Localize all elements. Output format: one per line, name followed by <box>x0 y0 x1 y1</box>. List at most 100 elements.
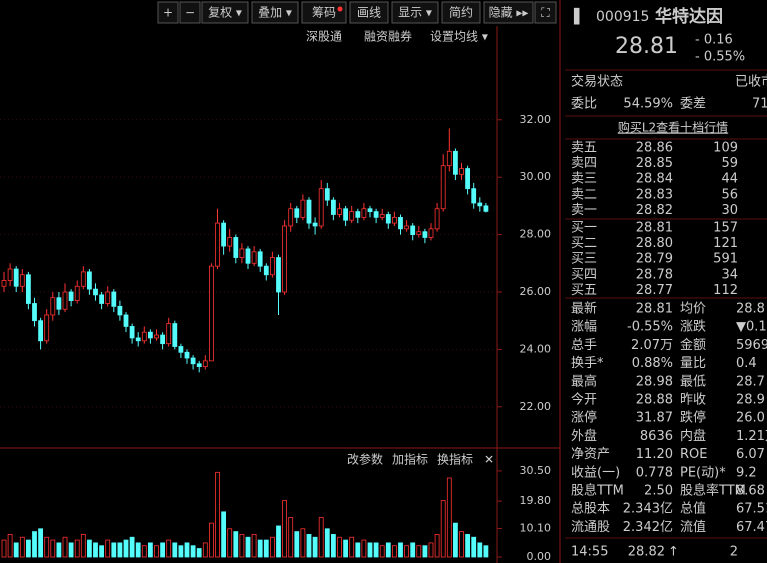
l2-link[interactable]: 购买L2查看十档行情 <box>618 120 728 135</box>
candle-body <box>32 303 37 322</box>
candle-body <box>367 208 373 213</box>
candle-body <box>233 237 239 258</box>
toolbar-label[interactable]: 隐藏 ▸▸ <box>489 6 529 20</box>
candle-body <box>343 208 349 221</box>
panel-button[interactable]: 换指标 <box>437 452 473 467</box>
toolbar-label[interactable]: 叠加 ▾ <box>258 6 292 20</box>
toolbar-label[interactable]: 简约 <box>449 5 473 20</box>
volume-bar <box>147 542 153 558</box>
candle-body <box>398 216 403 230</box>
label: 交易状态 <box>571 74 623 90</box>
toolbar-button[interactable] <box>441 1 481 24</box>
book-price: 28.80 <box>636 236 673 251</box>
candle-body <box>324 188 330 201</box>
y-tick-label: 0.00 <box>527 550 552 563</box>
candle-body <box>276 257 281 293</box>
volume-bar <box>337 536 342 558</box>
stat-value: 1.21万 <box>736 429 767 444</box>
volume-bar <box>117 542 123 558</box>
panel-button[interactable]: ✕ <box>484 453 494 467</box>
book-volume: 112 <box>713 283 738 298</box>
stat-label: 涨停 <box>571 410 597 426</box>
stat-value: -0.55% <box>627 320 673 335</box>
candle-body <box>1 280 7 287</box>
book-label: 卖五 <box>571 141 597 156</box>
toolbar-label[interactable]: 画线 <box>357 6 381 20</box>
volume-bar <box>74 539 80 558</box>
candle-body <box>391 216 397 224</box>
candle-body <box>446 150 452 167</box>
value: 已收市 <box>735 74 767 90</box>
candle-body <box>74 285 80 302</box>
stat-label: 涨跌 <box>680 319 706 335</box>
volume-bar <box>105 539 111 558</box>
value: 54.59% <box>623 97 673 112</box>
y-tick-label: 32.00 <box>520 113 552 126</box>
volume-bar <box>184 542 190 558</box>
candle-body <box>141 331 147 342</box>
sub-toolbar-item[interactable]: 深股通 <box>306 30 342 44</box>
volume-bar <box>422 545 428 558</box>
toolbar-label[interactable]: ⛶ <box>540 6 550 20</box>
volume-bar <box>459 531 464 558</box>
volume-bar <box>282 500 288 558</box>
candle-body <box>465 168 471 190</box>
book-price: 28.86 <box>636 141 673 156</box>
stat-value: 2.343亿 <box>623 502 673 517</box>
volume-bar <box>355 542 361 558</box>
sub-toolbar-item[interactable]: 融资融券 <box>364 29 412 44</box>
toolbar-label[interactable]: 筹码 <box>312 6 336 20</box>
volume-bar <box>93 542 98 558</box>
book-volume: 34 <box>721 267 738 282</box>
volume-bar <box>312 536 318 558</box>
stat-value: 6.07 <box>736 447 765 462</box>
book-label: 买五 <box>571 283 597 298</box>
toolbar-button[interactable] <box>179 1 201 24</box>
book-label: 卖一 <box>571 203 597 218</box>
back-arrow[interactable]: ▌ <box>573 7 585 25</box>
candle-body <box>215 222 220 267</box>
stat-label: 流值 <box>680 519 706 535</box>
candle-body <box>349 211 355 221</box>
toolbar-button[interactable] <box>349 1 389 24</box>
toolbar-label[interactable]: 复权 ▾ <box>208 6 242 20</box>
panel-button[interactable]: 加指标 <box>392 452 428 467</box>
toolbar-button[interactable] <box>201 1 249 24</box>
volume-bar <box>251 534 257 558</box>
volume-bar <box>111 542 117 558</box>
candle-body <box>471 188 477 204</box>
toolbar-button[interactable] <box>391 1 439 24</box>
volume-bar <box>343 539 349 558</box>
toolbar-button[interactable] <box>251 1 299 24</box>
volume-bar <box>349 536 355 558</box>
volume-bar <box>25 539 31 558</box>
stat-value: 2.07万 <box>631 338 673 353</box>
toolbar-label[interactable]: − <box>185 6 195 20</box>
toolbar-label[interactable]: 显示 ▾ <box>398 6 432 20</box>
volume-bar <box>410 542 416 558</box>
tick-time: 14:55 <box>571 545 608 560</box>
volume-bar <box>239 534 245 558</box>
toolbar-button[interactable] <box>301 1 347 24</box>
panel-button[interactable]: 改参数 <box>347 452 383 467</box>
toolbar-button[interactable] <box>534 1 557 24</box>
candle-body <box>245 248 251 264</box>
volume-bar <box>19 536 25 558</box>
toolbar-button[interactable] <box>157 1 179 24</box>
stat-value: 28.7 <box>736 374 765 389</box>
toolbar-label[interactable]: + <box>163 6 173 20</box>
stat-label: 总值 <box>680 501 706 517</box>
candle-body <box>19 274 25 287</box>
volume-bar <box>428 542 434 558</box>
candle-body <box>105 291 111 304</box>
tick-price: 28.82 <box>628 545 665 560</box>
volume-bar <box>276 525 281 558</box>
volume-bar <box>32 531 37 558</box>
book-volume: 109 <box>713 141 738 156</box>
volume-bar <box>50 539 56 558</box>
book-volume: 44 <box>721 172 738 187</box>
toolbar-button[interactable] <box>483 1 534 24</box>
candle-body <box>196 363 202 368</box>
sub-toolbar-item[interactable]: 设置均线 ▾ <box>430 30 488 44</box>
